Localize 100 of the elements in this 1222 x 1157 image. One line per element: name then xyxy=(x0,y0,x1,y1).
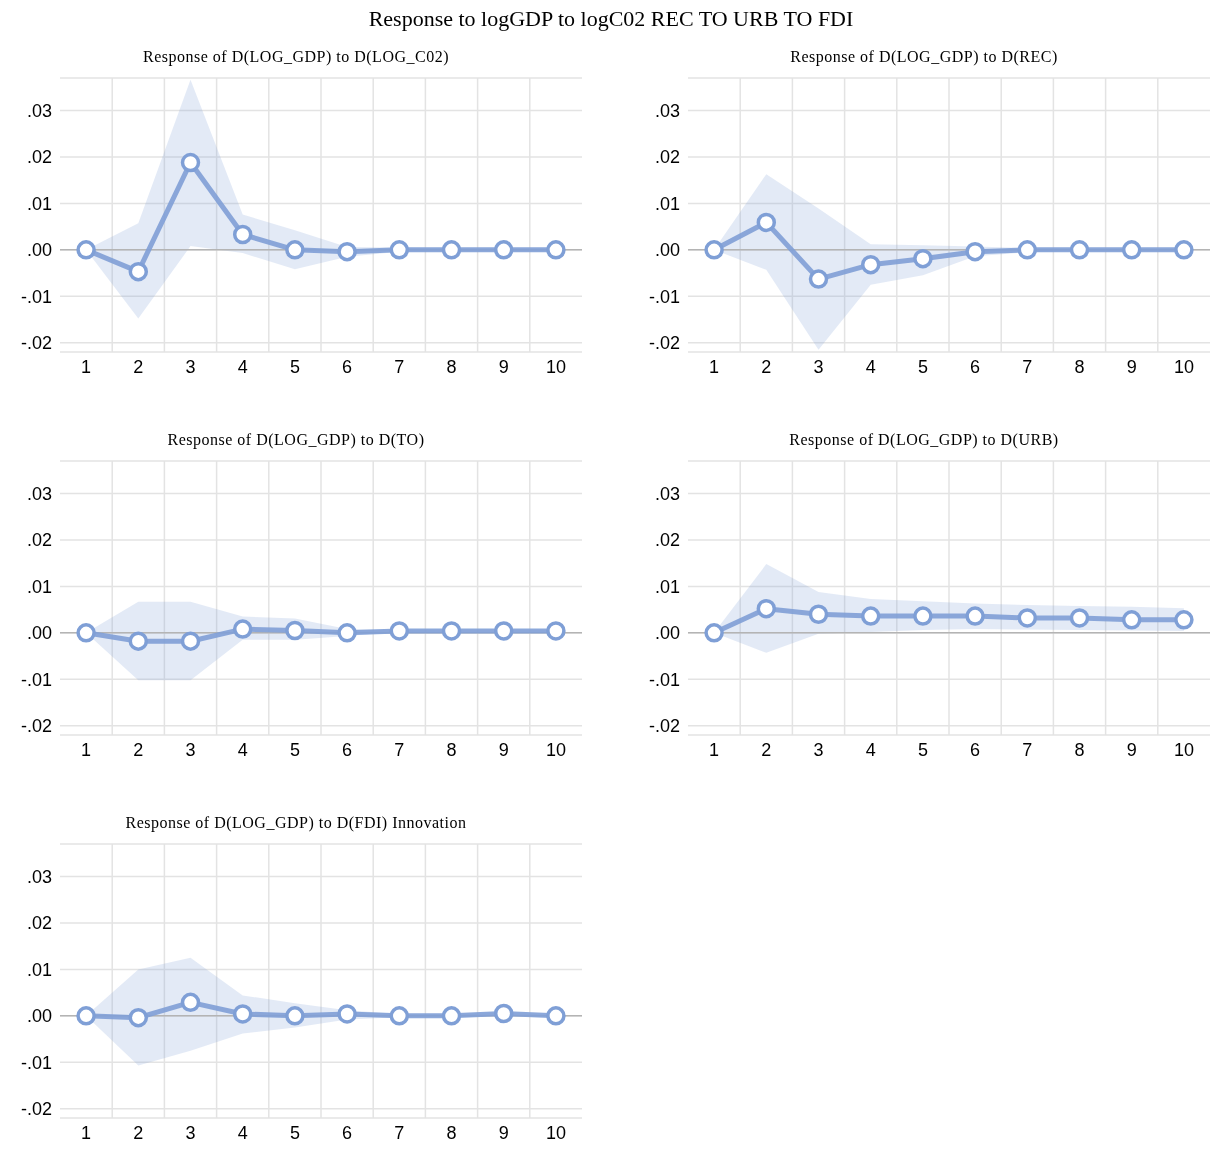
point xyxy=(389,240,410,260)
point xyxy=(1121,610,1142,630)
x-tick-label: 3 xyxy=(185,739,196,760)
y-tick-label: -.01 xyxy=(648,286,680,307)
y-tick-label: -.02 xyxy=(20,716,52,737)
x-tick-label: 4 xyxy=(237,739,248,760)
point xyxy=(441,1006,462,1026)
x-tick-label: 10 xyxy=(1173,356,1194,377)
x-tick-label: 10 xyxy=(1173,739,1194,760)
point xyxy=(756,212,777,233)
point xyxy=(128,261,149,282)
chart-title: Response of D(LOG_GDP) to D(URB) xyxy=(788,431,1060,451)
x-tick-label: 7 xyxy=(394,356,405,377)
point xyxy=(180,631,201,651)
point xyxy=(128,631,149,651)
x-tick-label: 8 xyxy=(1074,739,1085,760)
text: Response to logGDP to logC02 REC TO URB TO FDI xyxy=(367,6,855,32)
point xyxy=(232,1004,253,1024)
point xyxy=(808,269,829,289)
point xyxy=(1017,608,1038,628)
y-tick-label: .03 xyxy=(26,100,52,121)
point xyxy=(1174,240,1194,260)
x-tick-label: 1 xyxy=(81,1122,92,1143)
y-tick-label: -.02 xyxy=(20,333,52,354)
x-tick-label: 4 xyxy=(865,356,876,377)
y-tick-label: .00 xyxy=(26,240,52,261)
y-tick-label: .02 xyxy=(26,147,52,168)
point xyxy=(965,606,985,626)
point xyxy=(493,621,514,641)
y-tick-label: .01 xyxy=(654,576,680,597)
y-tick-label: .02 xyxy=(654,530,680,551)
point xyxy=(965,241,985,262)
point xyxy=(860,254,881,275)
x-tick-label: 3 xyxy=(813,739,824,760)
point xyxy=(76,240,96,260)
point xyxy=(493,1003,514,1024)
point xyxy=(232,619,253,639)
x-tick-label: 3 xyxy=(185,1122,196,1143)
y-tick-label: -.01 xyxy=(20,669,52,690)
y-tick-label: -.01 xyxy=(648,669,680,690)
x-tick-label: 1 xyxy=(709,356,720,377)
x-tick-label: 5 xyxy=(917,739,928,760)
x-tick-label: 2 xyxy=(761,356,772,377)
point xyxy=(546,1006,566,1026)
x-tick-label: 9 xyxy=(498,356,509,377)
point xyxy=(441,621,462,641)
x-tick-label: 7 xyxy=(394,739,405,760)
x-tick-label: 6 xyxy=(342,739,353,760)
point xyxy=(337,241,357,262)
y-tick-label: .00 xyxy=(26,623,52,644)
x-tick-label: 8 xyxy=(446,739,457,760)
point xyxy=(232,224,253,245)
y-tick-label: .01 xyxy=(26,193,52,214)
x-tick-label: 2 xyxy=(761,739,772,760)
x-tick-label: 9 xyxy=(498,739,509,760)
x-tick-label: 8 xyxy=(1074,356,1085,377)
point xyxy=(389,1006,410,1026)
x-tick-label: 3 xyxy=(813,356,824,377)
point xyxy=(441,240,462,260)
x-tick-label: 8 xyxy=(446,1122,457,1143)
point xyxy=(285,240,305,260)
point xyxy=(180,152,201,173)
point xyxy=(913,606,933,626)
x-tick-label: 6 xyxy=(970,739,981,760)
point xyxy=(128,1007,149,1028)
point xyxy=(493,240,514,260)
y-tick-label: .02 xyxy=(26,530,52,551)
x-tick-label: 9 xyxy=(1126,356,1137,377)
point xyxy=(913,248,933,269)
x-tick-label: 4 xyxy=(237,356,248,377)
x-tick-label: 10 xyxy=(545,356,566,377)
x-tick-label: 6 xyxy=(342,356,353,377)
point xyxy=(546,621,566,641)
point xyxy=(285,1006,305,1026)
x-tick-label: 4 xyxy=(237,1122,248,1143)
x-tick-label: 2 xyxy=(133,739,144,760)
x-tick-label: 4 xyxy=(865,739,876,760)
chart-title: Response of D(LOG_GDP) to D(REC) xyxy=(789,48,1059,68)
y-tick-label: -.01 xyxy=(20,286,52,307)
point xyxy=(860,606,881,626)
point xyxy=(704,623,724,643)
chart-title: Response of D(LOG_GDP) to D(FDI) Innovation xyxy=(124,814,468,834)
y-tick-label: .01 xyxy=(26,576,52,597)
point xyxy=(1121,240,1142,260)
point xyxy=(389,621,410,641)
point xyxy=(180,992,201,1013)
x-tick-label: 1 xyxy=(709,739,720,760)
point xyxy=(1174,610,1194,630)
x-tick-label: 2 xyxy=(133,1122,144,1143)
x-tick-label: 6 xyxy=(342,1122,353,1143)
y-tick-label: .03 xyxy=(26,866,52,887)
x-tick-label: 1 xyxy=(81,739,92,760)
y-tick-label: -.02 xyxy=(20,1099,52,1120)
x-tick-label: 9 xyxy=(498,1122,509,1143)
point xyxy=(76,1006,96,1026)
point xyxy=(337,623,357,643)
y-tick-label: .00 xyxy=(654,623,680,644)
y-tick-label: .00 xyxy=(654,240,680,261)
x-tick-label: 1 xyxy=(81,356,92,377)
point xyxy=(1017,240,1038,260)
